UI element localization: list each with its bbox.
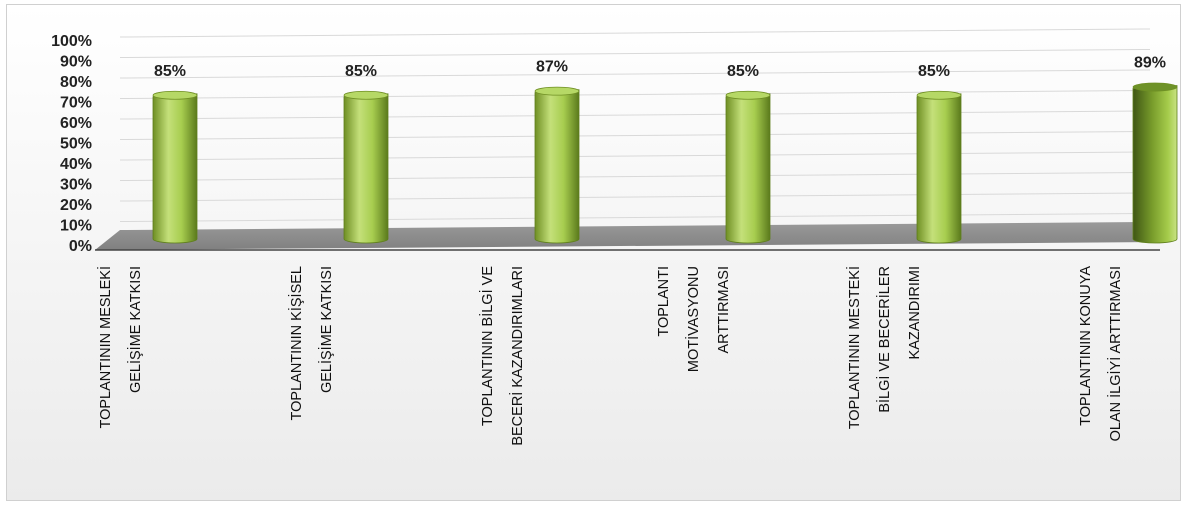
bar [725, 90, 771, 244]
bar-body [343, 93, 389, 244]
bar-top [343, 90, 389, 100]
bar-body [534, 89, 580, 244]
data-labels: 85% 85% 87% 85% 85% 89% [154, 55, 1166, 80]
gridline [119, 28, 1151, 38]
data-label: 87% [536, 59, 568, 76]
category-label: TOPLANTININ KİŞİSEL GELİŞİME KATKISI [287, 266, 335, 420]
bar-top [152, 90, 198, 100]
y-tick-label: 40% [60, 156, 92, 173]
gridline [119, 192, 1151, 202]
category-labels: TOPLANTININ MESLEKİ GELİŞİME KATKISI TOPLA… [96, 266, 1124, 446]
category-label-line: GELİŞİME KATKISI [126, 266, 144, 393]
category-label: TOPLANTININ BİLGİ VE BECERİ KAZANDIRIMLAR… [478, 266, 526, 446]
gridline [119, 49, 1151, 58]
gridline [119, 172, 1151, 181]
category-label-line: TOPLANTININ MESTEKİ [845, 266, 863, 429]
category-label: TOPLANTININ KONUYA OLAN İLGİYİ ARTTIRMASI [1078, 266, 1124, 442]
y-tick-label: 20% [60, 197, 92, 214]
category-label: TOPLANTI MOTİVASYONU ARTTIRMASI [656, 266, 732, 372]
category-label-line: TOPLANTININ BİLGİ VE [478, 266, 496, 426]
y-tick-label: 0% [69, 238, 92, 255]
category-label: TOPLANTININ MESTEKİ BİLGİ VE BECERİLER KAZ… [845, 266, 923, 429]
bar-top [1132, 82, 1178, 92]
category-label-line: MOTİVASYONU [684, 266, 702, 372]
y-tick-label: 90% [60, 54, 92, 71]
gridline [119, 69, 1151, 79]
gridline [119, 90, 1151, 99]
category-label-line: KAZANDIRIMI [907, 266, 923, 359]
bar-top [534, 86, 580, 96]
chart-frame [6, 4, 1181, 501]
chart-floor [95, 222, 1160, 251]
y-tick-label: 50% [60, 136, 92, 153]
bar [343, 90, 389, 244]
bar [534, 86, 580, 244]
bar-top [916, 90, 962, 100]
bar-body [725, 93, 771, 244]
bar-body [916, 93, 962, 244]
floor-plane [95, 222, 1160, 250]
gridline [119, 110, 1151, 120]
data-label: 85% [154, 63, 186, 80]
gridline [119, 213, 1151, 222]
gridline [119, 131, 1151, 140]
category-label-line: ARTTIRMASI [716, 266, 732, 354]
data-label: 85% [918, 63, 950, 80]
bars [152, 82, 1178, 244]
bar-top [725, 90, 771, 100]
y-tick-label: 60% [60, 115, 92, 132]
bar-body [152, 93, 198, 244]
y-tick-label: 100% [51, 33, 92, 50]
category-label-line: TOPLANTININ KONUYA [1078, 266, 1094, 426]
y-tick-label: 30% [60, 177, 92, 194]
y-tick-label: 80% [60, 74, 92, 91]
category-label-line: GELİŞİME KATKISI [317, 266, 335, 393]
gridline [119, 151, 1151, 161]
y-tick-label: 10% [60, 218, 92, 235]
y-tick-label: 70% [60, 95, 92, 112]
bar [152, 90, 198, 244]
category-label-line: TOPLANTI [656, 266, 672, 337]
category-label-line: BİLGİ VE BECERİLER [875, 266, 893, 413]
category-label-line: TOPLANTININ KİŞİSEL [287, 266, 305, 420]
category-label-line: TOPLANTININ MESLEKİ [96, 266, 114, 429]
data-label: 85% [727, 63, 759, 80]
category-label-line: BECERİ KAZANDIRIMLARI [508, 266, 526, 446]
gridlines [119, 28, 1151, 243]
category-label: TOPLANTININ MESLEKİ GELİŞİME KATKISI [96, 266, 144, 429]
bar [916, 90, 962, 244]
bar [1132, 82, 1178, 244]
bar-body [1132, 85, 1178, 244]
category-label-line: OLAN İLGİYİ ARTTIRMASI [1106, 266, 1124, 441]
data-label: 89% [1134, 55, 1166, 72]
data-label: 85% [345, 63, 377, 80]
y-axis: 0% 10% 20% 30% 40% 50% 60% 70% 80% 90% 100% [51, 33, 92, 255]
